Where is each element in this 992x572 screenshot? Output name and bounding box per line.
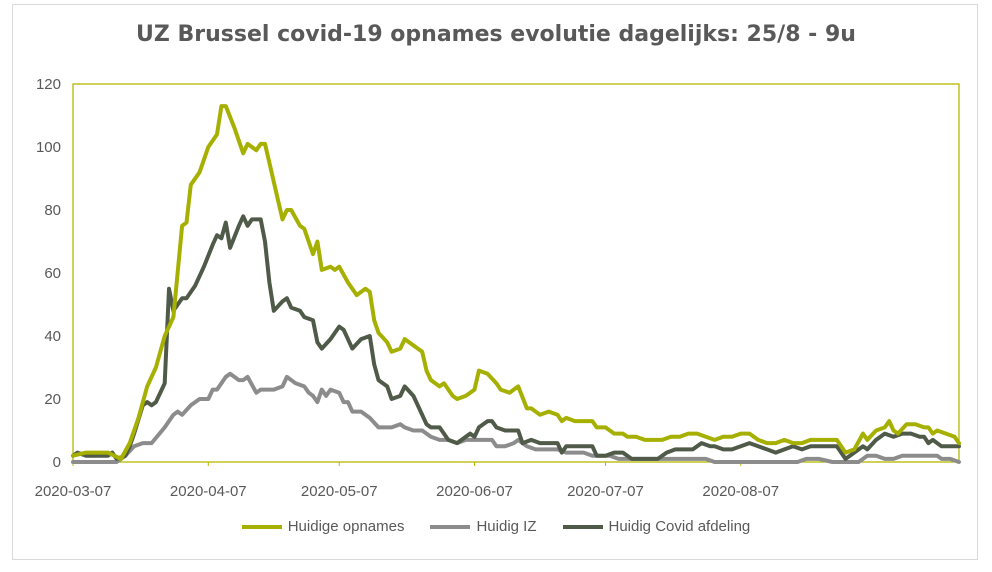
- legend-swatch-huidig-iz: [430, 524, 471, 529]
- series-line-huidig-iz: [71, 371, 961, 464]
- series-line-huidig-covid-afdeling: [71, 214, 961, 461]
- legend-label-huidig-covid-afdeling: Huidig Covid afdeling: [608, 518, 751, 535]
- legend: Huidige opnames Huidig IZ Huidig Covid a…: [0, 518, 992, 535]
- y-axis: 0 20 40 60 80 100 120: [36, 76, 61, 471]
- legend-label-huidig-iz: Huidig IZ: [476, 518, 537, 535]
- x-axis: 2020-03-07 2020-04-07 2020-05-07 2020-06-07…: [35, 462, 779, 500]
- legend-item-huidige-opnames: Huidige opnames: [241, 518, 405, 535]
- chart-title: UZ Brussel covid-19 opnames evolutie dag…: [136, 22, 856, 47]
- legend-item-huidig-iz: Huidig IZ: [430, 518, 537, 535]
- chart-frame: [12, 4, 978, 560]
- x-tick-label: 2020-06-07: [436, 483, 513, 500]
- series-lines: [71, 104, 961, 464]
- y-tick-label: 0: [53, 454, 61, 471]
- x-tick-label: 2020-05-07: [301, 483, 378, 500]
- y-tick-label: 20: [44, 391, 61, 408]
- legend-swatch-huidige-opnames: [241, 524, 282, 529]
- y-tick-label: 80: [44, 202, 61, 219]
- legend-item-huidig-covid-afdeling: Huidig Covid afdeling: [562, 518, 751, 535]
- y-tick-label: 100: [36, 139, 61, 156]
- y-tick-label: 60: [44, 265, 61, 282]
- plot-area-border: [72, 83, 960, 463]
- y-tick-label: 40: [44, 328, 61, 345]
- x-tick-label: 2020-04-07: [170, 483, 247, 500]
- series-line-huidige-opnames: [71, 104, 961, 461]
- x-tick-label: 2020-07-07: [567, 483, 644, 500]
- x-tick-label: 2020-03-07: [35, 483, 112, 500]
- legend-swatch-huidig-covid-afdeling: [562, 524, 603, 529]
- y-tick-label: 120: [36, 76, 61, 93]
- legend-label-huidige-opnames: Huidige opnames: [287, 518, 405, 535]
- x-tick-label: 2020-08-07: [702, 483, 779, 500]
